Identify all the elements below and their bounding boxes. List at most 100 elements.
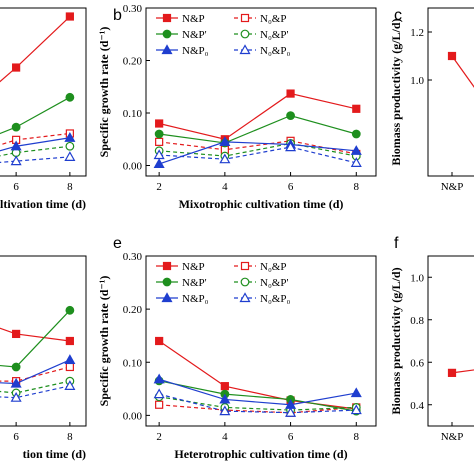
panel-b-point-npp-2 — [286, 111, 295, 121]
panel-a-series-line-np — [0, 16, 71, 83]
panel-e-legend-label-n0pp: N₀&P' — [260, 277, 288, 289]
panel-e-legend-label-npp: N&P' — [182, 277, 207, 289]
panel-d-series-line-np0 — [0, 359, 71, 385]
panel-b-point-n0p0-3 — [350, 157, 362, 167]
panel-e-series-line-npp — [159, 380, 357, 412]
panel-e-point-np0-3 — [350, 387, 362, 398]
panel-f-letter: f — [394, 235, 399, 252]
panel-d-series-line-np — [0, 327, 70, 342]
panel-d-point-n0p0-1 — [10, 391, 22, 402]
panel-a-point-n0p0-2 — [64, 151, 76, 161]
panel-e-point-np0-0 — [153, 373, 165, 384]
panel-b-point-npp-3 — [351, 129, 361, 139]
panel-a-x-tick-label: 8 — [67, 181, 73, 193]
panel-c-y-axis-label: Biomass productivity (g/L/d) — [389, 18, 403, 165]
panel-a-point-np0-2 — [64, 131, 76, 142]
panel-b-legend-marker-n0pp — [240, 29, 250, 39]
panel-b-series-line-np — [159, 92, 357, 140]
panel-c-point-main-0 — [447, 51, 457, 61]
panel-b-series-line-npp — [159, 114, 357, 144]
panel-c-letter: c — [394, 7, 402, 24]
panel-a-point-np-1 — [12, 63, 21, 72]
panel-e-legend-label-n0p: N₀&P — [260, 261, 286, 273]
panel-e-point-np0-1 — [219, 393, 231, 404]
panel-b-point-n0p0-1 — [219, 153, 231, 164]
panel-e-legend-marker-n0p — [240, 261, 250, 271]
panel-d-x-tick-label: 8 — [67, 431, 73, 443]
panel-b-point-n0p0-2 — [285, 141, 297, 152]
panel-e-x-tick-label: 6 — [288, 431, 294, 443]
panel-e-legend-marker-npp — [162, 277, 172, 287]
panel-b-point-np-0 — [155, 119, 164, 128]
panel-c-plot-frame — [427, 7, 474, 177]
panel-e-x-axis-label: Heterotrophic cultivation time (d) — [174, 447, 347, 461]
panel-d-x-axis-label: tion time (d) — [23, 447, 86, 461]
panel-e-point-n0p0-3 — [350, 404, 362, 415]
panel-c-y-tick-label: 1.0 — [410, 75, 424, 87]
panel-f-plot-frame — [427, 255, 474, 427]
panel-b-x-tick-label: 2 — [156, 181, 162, 193]
panel-e-y-tick-label: 0.20 — [123, 304, 143, 316]
panel-b-series-line-n0pp — [159, 142, 357, 157]
panel-a-point-n0pp-2 — [65, 141, 75, 151]
panel-e-point-n0p0-0 — [153, 388, 165, 399]
panel-b-legend-label-n0pp: N₀&P' — [260, 29, 288, 41]
panel-d-point-npp-2 — [65, 305, 75, 315]
panel-b-point-n0p0-0 — [153, 149, 165, 160]
panel-b-point-np0-1 — [219, 136, 231, 146]
panel-e-y-tick-label: 0.00 — [123, 410, 143, 422]
panel-f-x-tick-label: N&P — [441, 431, 464, 443]
panel-d-plot-frame — [0, 255, 87, 427]
panel-b-y-tick-label: 0.10 — [123, 108, 143, 120]
panel-a-point-n0p0-1 — [10, 155, 22, 166]
panel-b-legend-label-n0p0: N₀&P₀ — [260, 45, 290, 57]
panel-b-point-npp-0 — [154, 129, 164, 139]
panel-a-point-np0-1 — [10, 140, 22, 151]
panel-b-y-tick-label: 0.30 — [123, 3, 143, 15]
panel-d-x-tick-label: 6 — [13, 431, 19, 443]
panel-d-series-line-n0p0 — [0, 385, 71, 399]
panel-c-y-tick-label: 1.2 — [410, 27, 424, 39]
panel-b-point-np-2 — [286, 89, 295, 98]
panel-e-point-n0p-0 — [155, 400, 164, 409]
panel-f-y-tick-label: 0.8 — [410, 315, 424, 327]
panel-b-legend-label-np: N&P — [182, 13, 205, 25]
panel-a-point-np-2 — [65, 12, 74, 21]
panel-b-point-np-3 — [352, 104, 361, 113]
panel-e-letter: e — [113, 235, 122, 252]
panel-b-legend-label-npp: N&P' — [182, 29, 207, 41]
panel-e-legend-marker-n0p0 — [239, 292, 251, 303]
panel-e-series-line-n0pp — [159, 396, 357, 411]
panel-b-x-axis-label: Mixotrophic cultivation time (d) — [179, 197, 344, 211]
panel-a-series-line-npp — [0, 96, 71, 135]
panel-b-series-line-n0p — [159, 140, 357, 155]
panel-b-legend-marker-np0 — [161, 44, 173, 55]
panel-e-legend-marker-np — [162, 261, 172, 271]
panel-b-point-np0-0 — [153, 158, 165, 169]
panel-e-plot-frame — [145, 255, 377, 427]
panel-a-x-axis-label: cultivation time (d) — [0, 197, 86, 211]
panel-e-point-np-0 — [155, 336, 164, 346]
panel-b-y-tick-label: 0.20 — [123, 56, 143, 68]
panel-e-point-np-1 — [220, 382, 229, 391]
panel-b-legend-marker-n0p — [240, 13, 250, 23]
panel-b-legend-label-n0p: N₀&P — [260, 13, 286, 25]
panel-e-point-n0p0-2 — [285, 406, 297, 417]
panel-a-series-line-n0p0 — [0, 156, 70, 163]
panel-b-plot-frame — [145, 7, 377, 177]
panel-b-series-line-np0 — [158, 141, 357, 165]
panel-a-point-npp-1 — [11, 122, 21, 132]
panel-e: 2 4 6 8 0.00 0.10 0.20 0.30 Heterotrophic cultiv… — [97, 235, 377, 461]
panel-e-series-line-np0 — [158, 378, 357, 406]
panel-c-x-tick-label: N&P — [441, 181, 464, 193]
panel-b-y-tick-label: 0.00 — [123, 161, 143, 173]
panel-b-legend-marker-n0p0 — [239, 44, 251, 55]
panel-b-series-line-n0p0 — [159, 146, 357, 164]
panel-f-y-tick-label: 1.0 — [410, 272, 424, 284]
panel-b-y-axis-label: Specific growth rate (d⁻¹) — [97, 27, 111, 158]
panel-b-x-tick-label: 4 — [222, 181, 228, 193]
panel-b-legend-marker-np — [162, 13, 172, 23]
panel-b-legend-label-np0: N&P₀ — [182, 45, 209, 57]
panel-e-legend-label-n0p0: N₀&P₀ — [260, 293, 290, 305]
